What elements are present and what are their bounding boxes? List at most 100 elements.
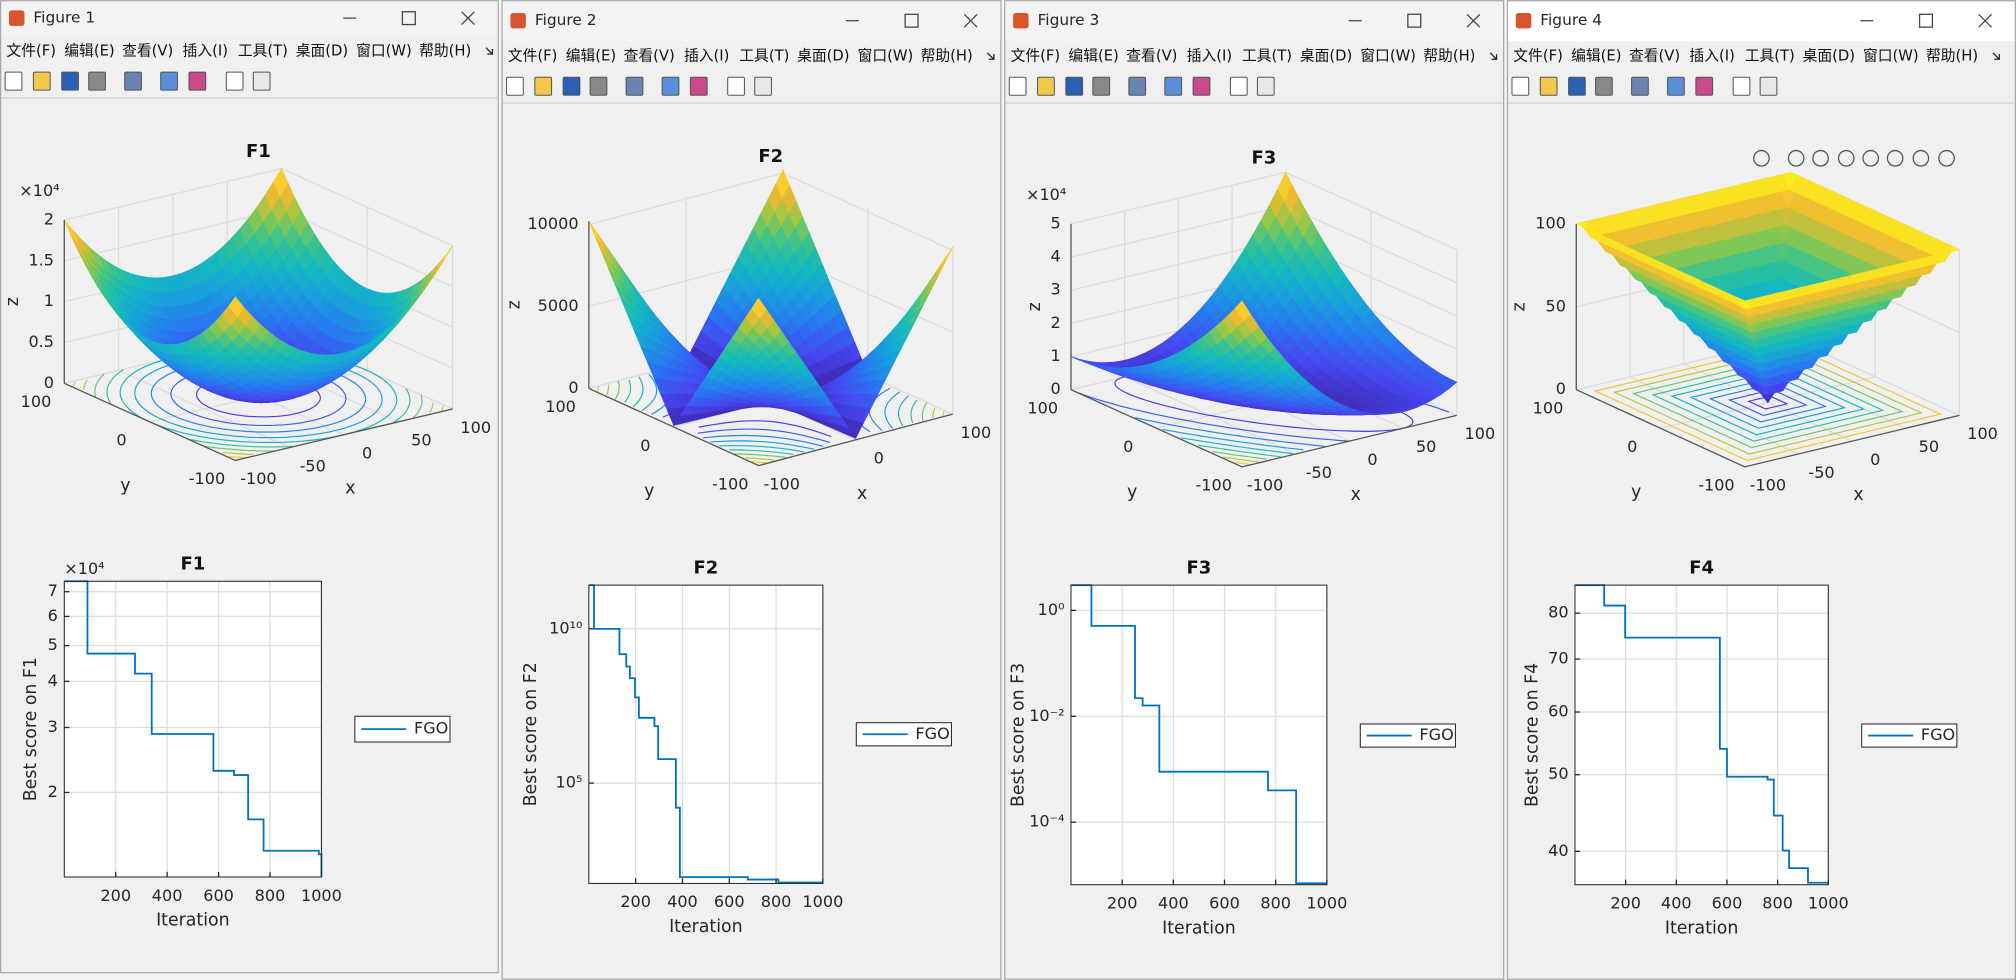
menu-item[interactable]: 窗口(W) bbox=[858, 47, 914, 65]
menu-item[interactable]: 窗口(W) bbox=[356, 42, 412, 60]
menu-item[interactable]: 工具(T) bbox=[238, 43, 288, 60]
window-title: Figure 3 bbox=[1038, 11, 1100, 29]
toolbar-button[interactable] bbox=[32, 71, 51, 91]
toolbar-button[interactable] bbox=[506, 76, 524, 96]
toolbar-button[interactable] bbox=[689, 76, 708, 96]
toolbar-button[interactable] bbox=[1229, 76, 1248, 96]
menu-item[interactable]: 查看(V) bbox=[122, 43, 173, 60]
toolbar-button[interactable] bbox=[625, 76, 644, 96]
menu-item[interactable]: 桌面(D) bbox=[1803, 48, 1855, 65]
menu-item[interactable]: 工具(T) bbox=[1242, 48, 1292, 65]
menu-item[interactable]: 查看(V) bbox=[624, 48, 675, 65]
axes-toolbar-button[interactable] bbox=[1938, 149, 1955, 167]
contour bbox=[1197, 444, 1281, 458]
axes-toolbar-button[interactable] bbox=[1912, 149, 1930, 167]
toolbar-button[interactable] bbox=[4, 71, 23, 91]
menu-item[interactable]: 窗口(W) bbox=[1863, 47, 1919, 65]
menu-item[interactable]: 帮助(H) bbox=[1423, 48, 1475, 65]
menu-item[interactable]: 插入(I) bbox=[1187, 48, 1232, 65]
contour bbox=[698, 420, 832, 438]
toolbar-button[interactable] bbox=[160, 71, 178, 91]
z-label: z bbox=[504, 300, 524, 309]
x-tick-label: 600 bbox=[1712, 894, 1743, 913]
toolbar-button[interactable] bbox=[1539, 76, 1558, 96]
axes-toolbar-button[interactable] bbox=[1837, 149, 1855, 167]
menu-item[interactable]: 插入(I) bbox=[684, 48, 729, 65]
menu-item[interactable]: 窗口(W) bbox=[1360, 47, 1416, 65]
close-button[interactable] bbox=[963, 13, 978, 28]
toolbar-button[interactable] bbox=[88, 71, 106, 91]
plot-box bbox=[63, 580, 322, 878]
menu-item[interactable]: 帮助(H) bbox=[921, 48, 973, 65]
menu-item[interactable]: 帮助(H) bbox=[419, 43, 471, 60]
maximize-button[interactable] bbox=[1918, 13, 1934, 28]
menu-item[interactable]: 桌面(D) bbox=[296, 43, 348, 60]
axes-toolbar-button[interactable] bbox=[1753, 149, 1770, 167]
menu-item[interactable]: 桌面(D) bbox=[1300, 48, 1352, 65]
menu-more[interactable] bbox=[1489, 52, 1498, 60]
toolbar-button[interactable] bbox=[1164, 76, 1183, 96]
menu-item[interactable]: 文件(F) bbox=[508, 48, 558, 65]
toolbar-button[interactable] bbox=[1092, 76, 1111, 96]
x-axis-label: Iteration bbox=[156, 911, 230, 931]
menu-more[interactable] bbox=[1992, 52, 2000, 60]
maximize-button[interactable] bbox=[401, 11, 416, 26]
menu-item[interactable]: 插入(I) bbox=[1689, 48, 1734, 65]
menu-item[interactable]: 插入(I) bbox=[183, 43, 228, 60]
axes-toolbar-button[interactable] bbox=[1862, 149, 1880, 167]
toolbar-button[interactable] bbox=[1568, 76, 1586, 96]
toolbar-button[interactable] bbox=[727, 76, 745, 96]
menu-item[interactable]: 工具(T) bbox=[1745, 48, 1795, 65]
toolbar-button[interactable] bbox=[225, 71, 244, 91]
toolbar-button[interactable] bbox=[589, 76, 608, 96]
menu-item[interactable]: 帮助(H) bbox=[1926, 48, 1978, 65]
toolbar-button[interactable] bbox=[661, 76, 680, 96]
contour bbox=[702, 434, 824, 447]
menu-item[interactable]: 文件(F) bbox=[1513, 48, 1563, 65]
axes-toolbar-button[interactable] bbox=[1787, 149, 1805, 167]
toolbar-button[interactable] bbox=[754, 76, 772, 96]
toolbar-button[interactable] bbox=[534, 76, 553, 96]
close-button[interactable] bbox=[1978, 13, 1993, 28]
toolbar-button[interactable] bbox=[1037, 76, 1055, 96]
toolbar-button[interactable] bbox=[1511, 76, 1530, 96]
menu-item[interactable]: 查看(V) bbox=[1629, 48, 1680, 65]
toolbar-button[interactable] bbox=[61, 71, 79, 91]
axes-toolbar-button[interactable] bbox=[1812, 149, 1829, 167]
toolbar-button[interactable] bbox=[562, 76, 581, 96]
z-tick-label: 50 bbox=[1546, 296, 1566, 315]
toolbar-button[interactable] bbox=[252, 71, 271, 91]
toolbar-button[interactable] bbox=[1192, 76, 1211, 96]
menu-item[interactable]: 文件(F) bbox=[1011, 48, 1061, 65]
maximize-button[interactable] bbox=[904, 13, 919, 28]
toolbar-button[interactable] bbox=[1256, 76, 1275, 96]
toolbar-button[interactable] bbox=[1667, 76, 1685, 96]
toolbar-button[interactable] bbox=[124, 71, 142, 91]
menu-more[interactable] bbox=[485, 47, 494, 55]
close-button[interactable] bbox=[461, 11, 475, 26]
menu-item[interactable]: 编辑(E) bbox=[1571, 48, 1621, 65]
y-tick-label: 6 bbox=[48, 606, 58, 625]
maximize-button[interactable] bbox=[1407, 13, 1422, 28]
y-tick-label: 10⁵ bbox=[556, 773, 583, 792]
menu-item[interactable]: 查看(V) bbox=[1126, 48, 1177, 65]
axes-toolbar-button[interactable] bbox=[1886, 149, 1904, 167]
close-button[interactable] bbox=[1466, 13, 1481, 28]
menu-item[interactable]: 文件(F) bbox=[6, 43, 56, 60]
menu-item[interactable]: 编辑(E) bbox=[1068, 48, 1118, 65]
menu-item[interactable]: 编辑(E) bbox=[64, 43, 114, 60]
toolbar-button[interactable] bbox=[1595, 76, 1613, 96]
menu-item[interactable]: 桌面(D) bbox=[797, 48, 849, 65]
toolbar-button[interactable] bbox=[1631, 76, 1649, 96]
toolbar-button[interactable] bbox=[1065, 76, 1084, 96]
menu-item[interactable]: 工具(T) bbox=[739, 48, 789, 65]
toolbar-button[interactable] bbox=[1759, 76, 1778, 96]
toolbar-button[interactable] bbox=[1732, 76, 1751, 96]
menu-more[interactable] bbox=[986, 52, 995, 60]
toolbar-button[interactable] bbox=[188, 71, 207, 91]
toolbar-button[interactable] bbox=[1008, 76, 1027, 96]
toolbar-button[interactable] bbox=[1128, 76, 1147, 96]
contour bbox=[190, 438, 294, 448]
toolbar-button[interactable] bbox=[1695, 76, 1714, 96]
menu-item[interactable]: 编辑(E) bbox=[566, 48, 616, 65]
